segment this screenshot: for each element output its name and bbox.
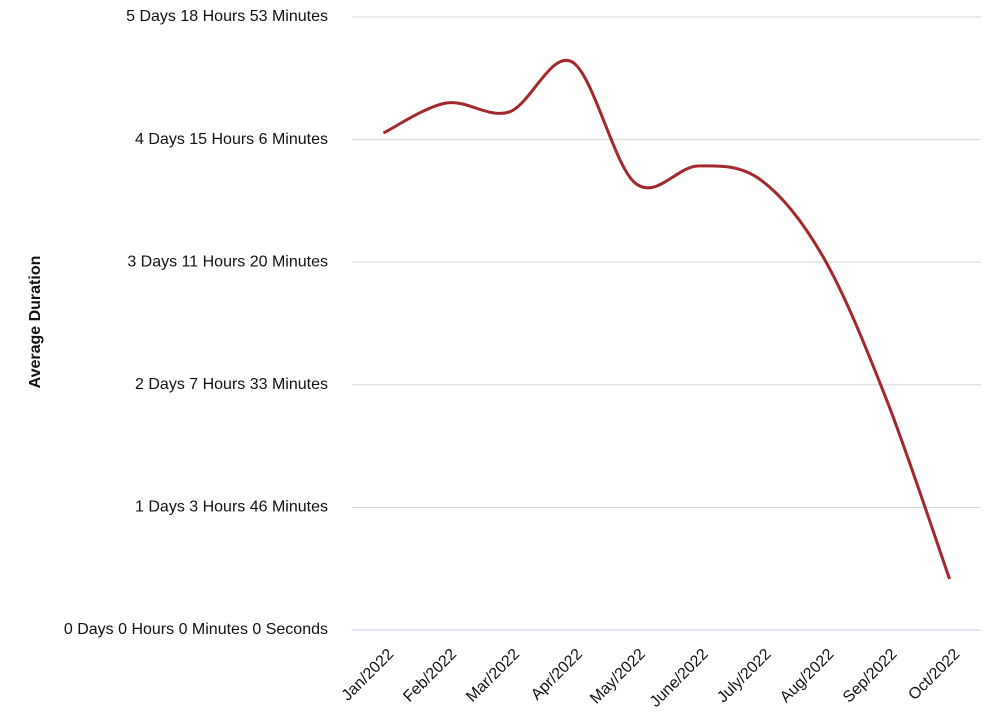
x-tick-label: Sep/2022 [840, 646, 901, 707]
x-tick-label: Jan/2022 [339, 646, 398, 705]
y-tick-label: 1 Days 3 Hours 46 Minutes [135, 499, 328, 516]
x-tick-label: Oct/2022 [905, 646, 963, 704]
x-tick-label: June/2022 [647, 646, 712, 711]
x-tick-label: Apr/2022 [528, 646, 586, 704]
y-tick-label: 2 Days 7 Hours 33 Minutes [135, 376, 328, 393]
x-tick-label: July/2022 [714, 646, 775, 707]
x-tick-label: Mar/2022 [463, 646, 523, 706]
y-tick-label: 0 Days 0 Hours 0 Minutes 0 Seconds [64, 621, 328, 638]
line [382, 58, 951, 580]
y-tick-label: 4 Days 15 Hours 6 Minutes [135, 131, 328, 148]
y-tick-label: 5 Days 18 Hours 53 Minutes [126, 8, 328, 25]
x-tick-label: Aug/2022 [777, 646, 838, 707]
y-axis-label: Average Duration [27, 256, 44, 389]
x-tick-label: May/2022 [587, 646, 649, 708]
y-tick-label: 3 Days 11 Hours 20 Minutes [127, 253, 328, 270]
x-tick-label: Feb/2022 [400, 646, 460, 706]
